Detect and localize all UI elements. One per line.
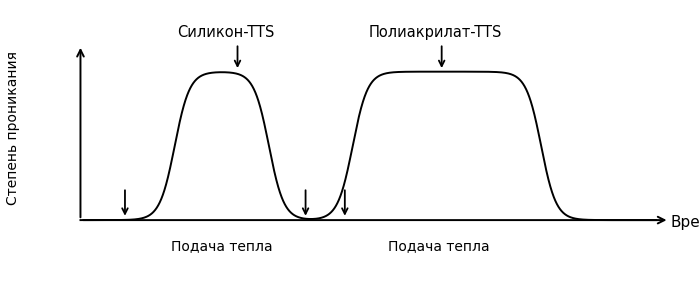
Text: Время: Время (671, 215, 700, 230)
Text: Подача тепла: Подача тепла (171, 239, 272, 253)
Text: Полиакрилат-TTS: Полиакрилат-TTS (368, 26, 502, 41)
Text: Подача тепла: Подача тепла (389, 239, 490, 253)
Text: Степень проникания: Степень проникания (6, 51, 20, 205)
Text: Силикон-TTS: Силикон-TTS (177, 26, 274, 41)
